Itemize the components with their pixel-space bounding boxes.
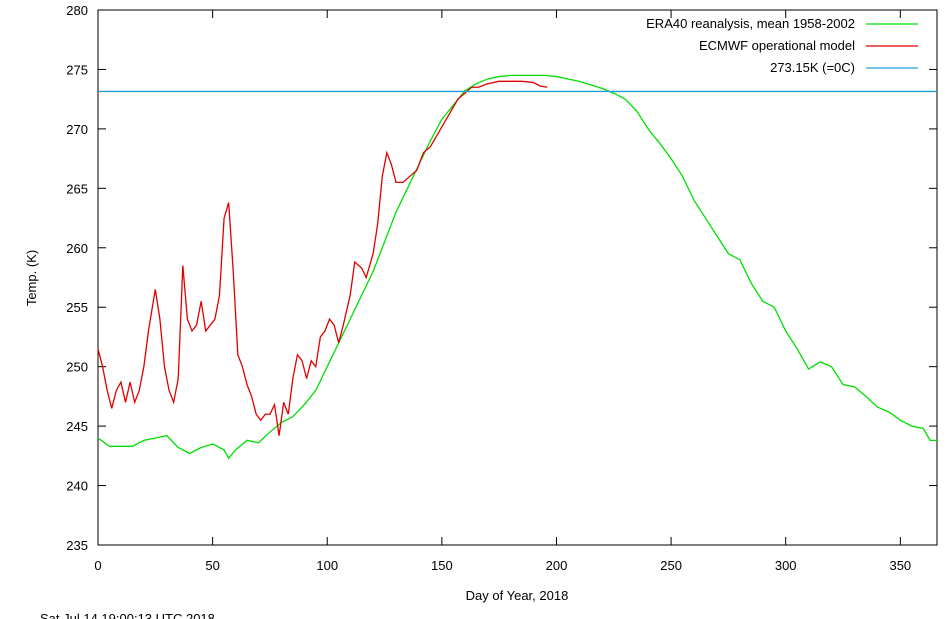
x-tick-label: 300: [775, 558, 797, 573]
y-tick-label: 240: [66, 479, 88, 494]
x-tick-label: 350: [889, 558, 911, 573]
x-tick-label: 200: [546, 558, 568, 573]
footer: Sat Jul 14 19:00:13 UTC 2018: [40, 611, 215, 619]
y-tick-label: 245: [66, 419, 88, 434]
legend-label: ERA40 reanalysis, mean 1958-2002: [646, 16, 855, 31]
legend-label: 273.15K (=0C): [770, 60, 855, 75]
y-tick-label: 270: [66, 122, 88, 137]
x-axis-label: Day of Year, 2018: [466, 588, 569, 603]
x-tick-label: 150: [431, 558, 453, 573]
x-tick-label: 0: [94, 558, 101, 573]
x-tick-label: 100: [316, 558, 338, 573]
y-tick-label: 250: [66, 360, 88, 375]
y-tick-label: 280: [66, 3, 88, 18]
data-line: [97, 74, 937, 460]
y-tick-label: 265: [66, 181, 88, 196]
y-tick-label: 260: [66, 241, 88, 256]
x-tick-label: 250: [660, 558, 682, 573]
data-line: [97, 80, 548, 436]
y-axis-label: Temp. (K): [24, 250, 39, 306]
legend-label: ECMWF operational model: [699, 38, 855, 53]
plot-frame: [97, 9, 938, 546]
y-tick-label: 255: [66, 300, 88, 315]
y-tick-label: 235: [66, 538, 88, 553]
y-tick-label: 275: [66, 62, 88, 77]
x-tick-label: 50: [205, 558, 219, 573]
